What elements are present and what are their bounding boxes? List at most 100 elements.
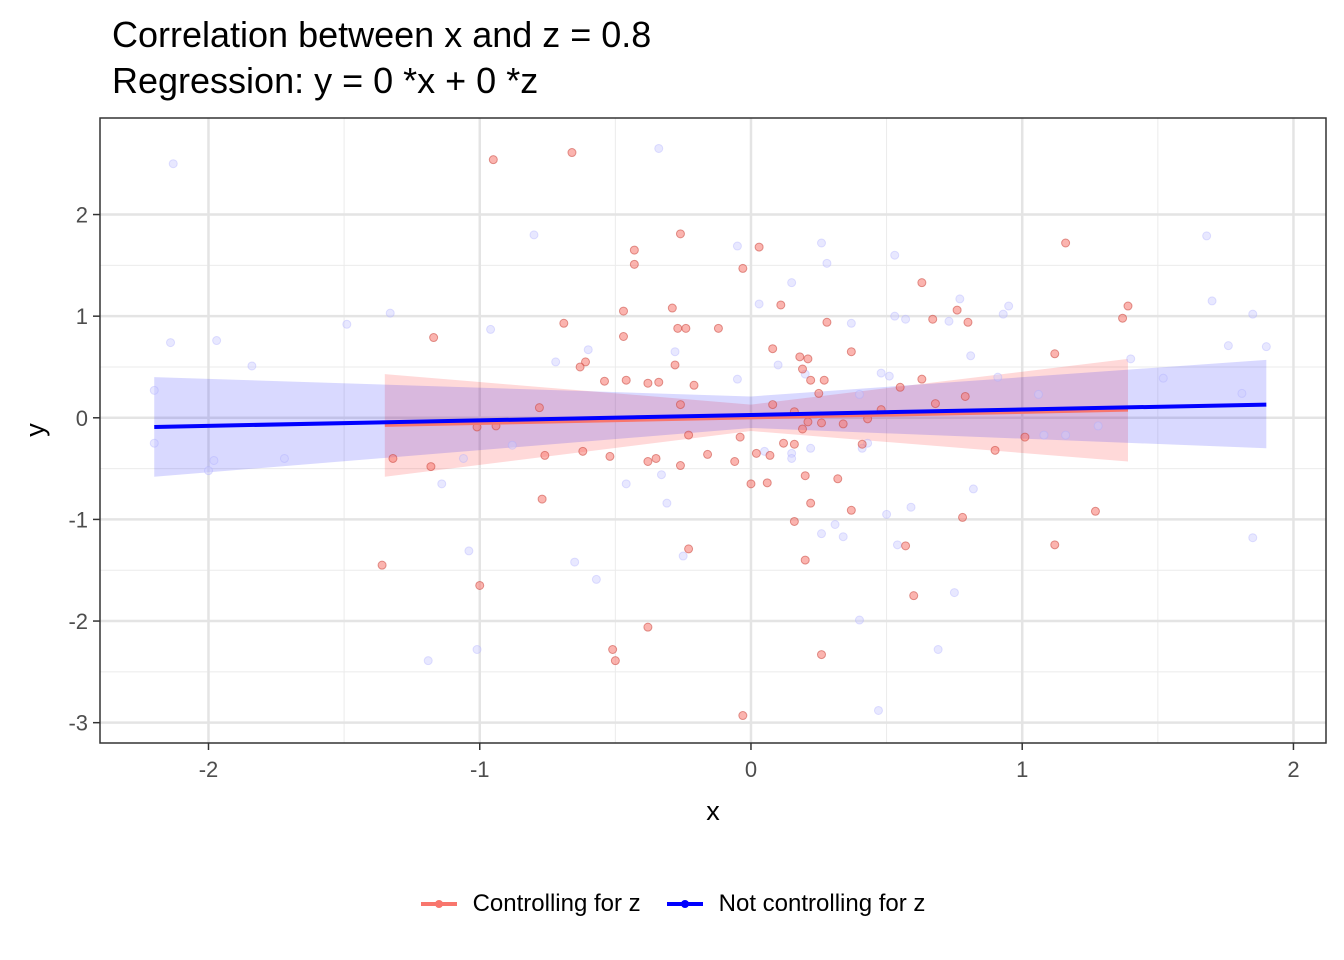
data-point xyxy=(803,354,813,364)
regression-line-controlling xyxy=(384,407,1129,427)
data-point xyxy=(684,430,694,440)
data-point xyxy=(892,540,902,550)
data-point xyxy=(917,278,927,288)
data-point xyxy=(651,453,661,463)
x-tick-label: -1 xyxy=(470,757,490,782)
data-point xyxy=(534,403,544,413)
data-point xyxy=(909,591,919,601)
data-point xyxy=(429,333,439,343)
data-point xyxy=(1223,341,1233,351)
data-point xyxy=(822,317,832,327)
data-point xyxy=(787,453,797,463)
data-point xyxy=(882,509,892,519)
data-points xyxy=(149,143,1271,721)
data-point xyxy=(1126,354,1136,364)
data-point xyxy=(732,374,742,384)
data-point xyxy=(583,345,593,355)
chart-title-line-2: Regression: y = 0 *x + 0 *z xyxy=(112,60,539,101)
legend-key-not-controlling xyxy=(665,884,705,924)
data-point xyxy=(486,324,496,334)
data-point xyxy=(1207,296,1217,306)
data-point xyxy=(1090,506,1100,516)
data-point xyxy=(846,505,856,515)
data-point xyxy=(732,241,742,251)
data-point xyxy=(475,580,485,590)
data-point xyxy=(1033,389,1043,399)
legend-item-not-controlling: Not controlling for z xyxy=(665,884,926,924)
data-point xyxy=(816,650,826,660)
data-point xyxy=(798,364,808,374)
data-point xyxy=(873,705,883,715)
data-point xyxy=(765,450,775,460)
data-point xyxy=(675,229,685,239)
legend-label-controlling: Controlling for z xyxy=(472,890,641,917)
data-point xyxy=(643,456,653,466)
y-tick-label: 2 xyxy=(76,203,88,228)
data-point xyxy=(933,645,943,655)
data-point xyxy=(675,400,685,410)
data-point xyxy=(689,380,699,390)
y-tick-label: -2 xyxy=(68,609,88,634)
data-point xyxy=(830,520,840,530)
axis-ticks: -2 -1 0 1 2 -3 -2 -1 0 1 2 xyxy=(68,203,1299,782)
data-point xyxy=(854,615,864,625)
y-tick-label: -3 xyxy=(68,711,88,736)
data-point xyxy=(472,645,482,655)
data-point xyxy=(581,357,591,367)
data-point xyxy=(388,453,398,463)
data-point xyxy=(629,259,639,269)
x-axis-title: x xyxy=(706,796,720,826)
data-point xyxy=(464,546,474,556)
data-point xyxy=(795,352,805,362)
data-point xyxy=(681,323,691,333)
data-point xyxy=(816,529,826,539)
data-point xyxy=(789,439,799,449)
data-point xyxy=(798,424,808,434)
data-point xyxy=(901,541,911,551)
data-point xyxy=(993,372,1003,382)
data-point xyxy=(618,306,628,316)
data-point xyxy=(968,484,978,494)
data-point xyxy=(990,445,1000,455)
data-point xyxy=(559,318,569,328)
data-point xyxy=(279,453,289,463)
data-point xyxy=(713,323,723,333)
data-point xyxy=(768,400,778,410)
data-point xyxy=(952,305,962,315)
data-point xyxy=(1237,388,1247,398)
data-point xyxy=(551,357,561,367)
data-point xyxy=(166,338,176,348)
data-point xyxy=(570,557,580,567)
x-tick-label: -2 xyxy=(199,757,219,782)
data-point xyxy=(768,344,778,354)
data-point xyxy=(567,148,577,158)
y-tick-label: -1 xyxy=(68,507,88,532)
data-point xyxy=(838,532,848,542)
data-point xyxy=(901,314,911,324)
data-point xyxy=(437,479,447,489)
data-point xyxy=(773,360,783,370)
x-tick-label: 1 xyxy=(1016,757,1028,782)
data-point xyxy=(670,360,680,370)
data-point xyxy=(854,389,864,399)
data-point xyxy=(735,432,745,442)
data-point xyxy=(906,502,916,512)
data-point xyxy=(846,318,856,328)
data-point xyxy=(738,711,748,721)
data-point xyxy=(1248,533,1258,543)
data-point xyxy=(738,263,748,273)
data-point xyxy=(930,399,940,409)
data-point xyxy=(789,516,799,526)
data-point xyxy=(426,462,436,472)
data-point xyxy=(591,574,601,584)
legend-label-not-controlling: Not controlling for z xyxy=(718,890,926,917)
data-point xyxy=(816,418,826,428)
data-point xyxy=(1118,313,1128,323)
data-point xyxy=(608,645,618,655)
data-point xyxy=(1004,301,1014,311)
data-point xyxy=(673,323,683,333)
data-point xyxy=(149,438,159,448)
data-point xyxy=(618,331,628,341)
y-axis-title: y xyxy=(20,423,50,437)
